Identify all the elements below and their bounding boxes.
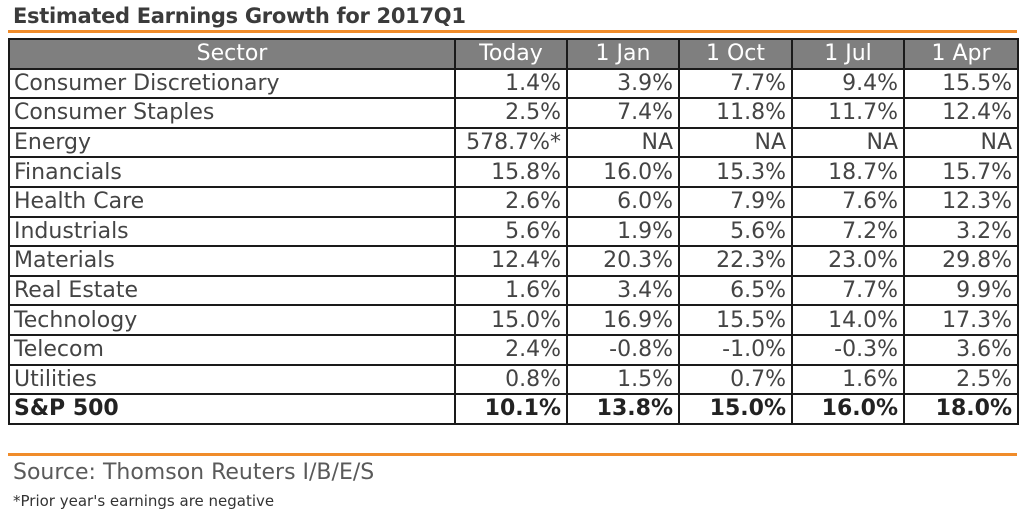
value-cell: 1.5% [566, 363, 680, 396]
sector-name-cell: Consumer Discretionary [8, 67, 456, 100]
table-total-row: S&P 500 10.1% 13.8% 15.0% 16.0% 18.0% [8, 393, 1019, 425]
value-cell: 16.0% [566, 156, 680, 188]
value-cell: 13.8% [566, 393, 680, 425]
value-cell: 1.9% [566, 215, 680, 248]
sector-name-cell: Technology [8, 304, 456, 336]
source-note: Source: Thomson Reuters I/B/E/S [13, 460, 375, 485]
sector-name-cell: Utilities [8, 363, 456, 396]
value-cell: 3.9% [566, 67, 680, 100]
table-row: Technology 15.0% 16.9% 15.5% 14.0% 17.3% [8, 304, 1019, 336]
value-cell: 6.0% [566, 185, 680, 218]
table-header-row: Sector Today 1 Jan 1 Oct 1 Jul 1 Apr [8, 38, 1019, 70]
value-cell: 15.3% [678, 156, 793, 188]
value-cell: NA [791, 126, 905, 159]
value-cell: 7.4% [566, 97, 680, 129]
table-row: Consumer Staples 2.5% 7.4% 11.8% 11.7% 12.4% [8, 97, 1019, 129]
column-header: 1 Jan [566, 38, 680, 70]
value-cell: 3.2% [903, 215, 1019, 248]
value-cell: 3.6% [903, 333, 1019, 366]
value-cell: 23.0% [791, 245, 905, 277]
value-cell: 2.4% [454, 333, 568, 366]
value-cell: 12.4% [903, 97, 1019, 129]
value-cell: 15.7% [903, 156, 1019, 188]
column-header: Sector [8, 38, 456, 70]
value-cell: 14.0% [791, 304, 905, 336]
value-cell: NA [903, 126, 1019, 159]
page-title: Estimated Earnings Growth for 2017Q1 [13, 4, 466, 28]
sector-name-cell: Telecom [8, 333, 456, 366]
table-row: Telecom 2.4% -0.8% -1.0% -0.3% 3.6% [8, 333, 1019, 366]
value-cell: 7.9% [678, 185, 793, 218]
sector-name-cell: S&P 500 [8, 393, 456, 425]
value-cell: 0.7% [678, 363, 793, 396]
table-row: Materials 12.4% 20.3% 22.3% 23.0% 29.8% [8, 245, 1019, 277]
value-cell: 2.5% [903, 363, 1019, 396]
value-cell: NA [678, 126, 793, 159]
sector-name-cell: Real Estate [8, 274, 456, 307]
value-cell: 7.6% [791, 185, 905, 218]
table-row: Energy 578.7%* NA NA NA NA [8, 126, 1019, 159]
value-cell: 12.4% [454, 245, 568, 277]
value-cell: 0.8% [454, 363, 568, 396]
value-cell: 578.7%* [454, 126, 568, 159]
value-cell: 29.8% [903, 245, 1019, 277]
value-cell: 1.4% [454, 67, 568, 100]
sector-name-cell: Health Care [8, 185, 456, 218]
value-cell: 5.6% [678, 215, 793, 248]
column-header: 1 Oct [678, 38, 793, 70]
value-cell: -0.8% [566, 333, 680, 366]
sector-name-cell: Financials [8, 156, 456, 188]
sector-name-cell: Materials [8, 245, 456, 277]
value-cell: 16.9% [566, 304, 680, 336]
value-cell: 1.6% [791, 363, 905, 396]
value-cell: 15.0% [454, 304, 568, 336]
top-accent-rule [8, 30, 1017, 33]
value-cell: 7.7% [678, 67, 793, 100]
value-cell: 16.0% [791, 393, 905, 425]
value-cell: 1.6% [454, 274, 568, 307]
value-cell: 20.3% [566, 245, 680, 277]
value-cell: -1.0% [678, 333, 793, 366]
value-cell: 22.3% [678, 245, 793, 277]
value-cell: 11.8% [678, 97, 793, 129]
value-cell: 2.5% [454, 97, 568, 129]
table-body: Consumer Discretionary 1.4% 3.9% 7.7% 9.4% 15… [8, 67, 1019, 425]
value-cell: 12.3% [903, 185, 1019, 218]
table-row: Real Estate 1.6% 3.4% 6.5% 7.7% 9.9% [8, 274, 1019, 307]
value-cell: 15.0% [678, 393, 793, 425]
value-cell: 6.5% [678, 274, 793, 307]
table-row: Industrials 5.6% 1.9% 5.6% 7.2% 3.2% [8, 215, 1019, 248]
bottom-accent-rule [8, 453, 1017, 456]
table-row: Financials 15.8% 16.0% 15.3% 18.7% 15.7% [8, 156, 1019, 188]
sector-name-cell: Consumer Staples [8, 97, 456, 129]
value-cell: 3.4% [566, 274, 680, 307]
value-cell: 18.0% [903, 393, 1019, 425]
value-cell: 15.5% [903, 67, 1019, 100]
table-row: Utilities 0.8% 1.5% 0.7% 1.6% 2.5% [8, 363, 1019, 396]
column-header: Today [454, 38, 568, 70]
value-cell: 17.3% [903, 304, 1019, 336]
value-cell: 18.7% [791, 156, 905, 188]
value-cell: 5.6% [454, 215, 568, 248]
value-cell: -0.3% [791, 333, 905, 366]
value-cell: 10.1% [454, 393, 568, 425]
column-header: 1 Jul [791, 38, 905, 70]
footnote: *Prior year's earnings are negative [13, 492, 275, 510]
value-cell: 15.5% [678, 304, 793, 336]
column-header: 1 Apr [903, 38, 1019, 70]
sector-name-cell: Energy [8, 126, 456, 159]
table-row: Health Care 2.6% 6.0% 7.9% 7.6% 12.3% [8, 185, 1019, 218]
earnings-table: Sector Today 1 Jan 1 Oct 1 Jul 1 Apr Con… [8, 38, 1019, 425]
value-cell: 9.9% [903, 274, 1019, 307]
value-cell: NA [566, 126, 680, 159]
value-cell: 2.6% [454, 185, 568, 218]
value-cell: 11.7% [791, 97, 905, 129]
value-cell: 9.4% [791, 67, 905, 100]
sector-name-cell: Industrials [8, 215, 456, 248]
value-cell: 15.8% [454, 156, 568, 188]
table-row: Consumer Discretionary 1.4% 3.9% 7.7% 9.4% 15… [8, 67, 1019, 100]
value-cell: 7.2% [791, 215, 905, 248]
value-cell: 7.7% [791, 274, 905, 307]
